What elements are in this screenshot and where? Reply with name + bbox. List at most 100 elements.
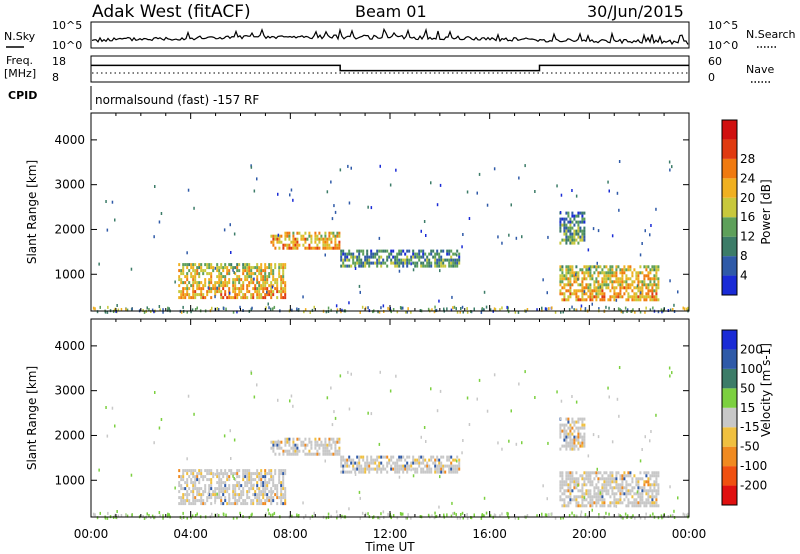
echo-cell xyxy=(591,508,593,512)
echo-cell xyxy=(256,266,259,270)
echo-cell xyxy=(398,258,401,262)
echo-cell xyxy=(222,269,225,273)
echo-cell xyxy=(615,295,618,299)
echo-cell xyxy=(374,458,377,462)
echo-cell xyxy=(250,472,253,476)
echo-cell xyxy=(304,452,307,456)
echo-cell xyxy=(220,281,223,285)
echo-cell xyxy=(605,486,608,490)
echo-cell xyxy=(314,237,317,241)
echo-cell xyxy=(635,292,638,296)
echo-cell xyxy=(565,238,568,242)
echo-cell xyxy=(565,447,568,451)
echo-cell xyxy=(200,499,203,503)
echo-cell xyxy=(404,458,407,462)
echo-cell xyxy=(207,492,210,496)
echo-cell xyxy=(248,472,251,476)
echo-cell xyxy=(673,303,675,307)
echo-cell xyxy=(194,293,197,297)
echo-cell xyxy=(310,440,313,444)
echo-cell xyxy=(583,265,586,269)
echo-cell xyxy=(266,499,269,503)
echo-cell xyxy=(332,437,335,441)
echo-cell xyxy=(618,208,620,212)
echo-cell xyxy=(577,426,580,430)
echo-cell xyxy=(406,249,409,253)
echo-cell xyxy=(456,249,459,253)
echo-cell xyxy=(192,284,195,288)
echo-cell xyxy=(569,286,572,290)
echo-cell xyxy=(609,295,612,299)
echo-cell xyxy=(521,441,523,445)
echo-cell xyxy=(322,446,325,450)
echo-cell xyxy=(645,265,648,269)
echo-cell xyxy=(230,263,233,267)
echo-cell xyxy=(294,240,297,244)
echo-cell xyxy=(258,496,261,500)
echo-cell xyxy=(248,290,251,294)
echo-cell xyxy=(284,487,287,491)
echo-cell xyxy=(599,495,602,499)
echo-cell xyxy=(352,258,355,262)
echo-cell xyxy=(208,490,211,494)
echo-cell xyxy=(180,293,183,297)
echo-cell xyxy=(208,472,211,476)
echo-cell xyxy=(655,489,658,493)
echo-cell xyxy=(264,263,267,267)
echo-cell xyxy=(218,278,221,282)
echo-cell xyxy=(362,458,365,462)
echo-cell xyxy=(575,308,577,312)
echo-cell xyxy=(569,489,572,493)
echo-cell xyxy=(575,420,578,424)
echo-cell xyxy=(288,231,291,235)
echo-cell xyxy=(159,308,161,312)
echo-cell xyxy=(364,264,367,268)
echo-cell xyxy=(186,469,189,473)
echo-cell xyxy=(274,472,277,476)
echo-cell xyxy=(561,280,564,284)
echo-cell xyxy=(569,423,572,427)
echo-cell xyxy=(414,261,417,265)
echo-cell xyxy=(494,308,497,312)
echo-cell xyxy=(168,513,170,517)
echo-cell xyxy=(267,302,269,306)
echo-cell xyxy=(248,284,251,288)
echo-cell xyxy=(284,499,287,503)
echo-cell xyxy=(280,296,283,300)
echo-cell xyxy=(651,292,654,296)
echo-cell xyxy=(264,281,267,285)
echo-cell xyxy=(635,480,638,484)
echo-cell xyxy=(318,246,321,250)
echo-cell xyxy=(611,265,614,269)
echo-cell xyxy=(218,472,221,476)
echo-cell xyxy=(186,472,189,476)
echo-cell xyxy=(272,446,275,450)
echo-cell xyxy=(184,469,187,473)
echo-cell xyxy=(178,484,181,488)
echo-cell xyxy=(264,266,267,270)
echo-cell xyxy=(589,495,592,499)
echo-cell xyxy=(244,296,247,300)
echo-cell xyxy=(585,283,588,287)
echo-cell xyxy=(364,470,367,474)
echo-cell xyxy=(178,490,181,494)
echo-cell xyxy=(284,502,287,506)
echo-cell xyxy=(268,481,271,485)
echo-cell xyxy=(551,512,553,516)
echo-cell xyxy=(456,470,459,474)
echo-cell xyxy=(212,284,215,288)
echo-cell xyxy=(599,477,602,481)
echo-cell xyxy=(246,266,249,270)
echo-cell xyxy=(653,268,656,272)
echo-cell xyxy=(184,487,187,491)
echo-cell xyxy=(583,471,586,475)
echo-cell xyxy=(206,290,209,294)
echo-cell xyxy=(450,308,453,312)
echo-cell xyxy=(246,287,249,291)
echo-cell xyxy=(448,455,451,459)
echo-cell xyxy=(501,306,503,310)
echo-cell xyxy=(561,480,564,484)
echo-cell xyxy=(585,268,588,272)
echo-cell xyxy=(581,232,584,236)
echo-cell xyxy=(633,286,636,290)
